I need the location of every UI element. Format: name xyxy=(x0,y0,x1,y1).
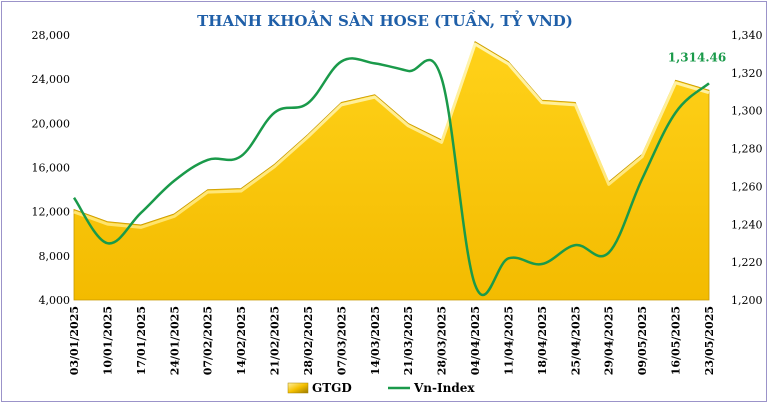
y-right-tick-label: 1,220 xyxy=(731,256,763,269)
x-tick-label: 29/04/2025 xyxy=(603,306,616,375)
x-tick-label: 09/05/2025 xyxy=(636,306,649,375)
chart-title: THANH KHOẢN SÀN HOSE (TUẦN, TỶ VND) xyxy=(197,10,573,30)
legend: GTGD Vn-Index xyxy=(288,381,475,395)
x-tick-label: 21/02/2025 xyxy=(269,306,282,375)
y-right-tick-label: 1,260 xyxy=(731,180,763,193)
x-tick-label: 28/02/2025 xyxy=(302,306,315,375)
x-tick-label: 17/01/2025 xyxy=(135,306,148,375)
x-tick-label: 07/03/2025 xyxy=(335,306,348,375)
x-tick-label: 28/03/2025 xyxy=(436,306,449,375)
y-right-tick-label: 1,320 xyxy=(731,67,763,80)
y-right-tick-label: 1,280 xyxy=(731,143,763,156)
x-tick-label: 10/01/2025 xyxy=(101,306,114,375)
y-left-axis: 4,000 8,000 12,000 16,000 20,000 24,000 28,000 xyxy=(32,29,71,307)
x-tick-label: 07/02/2025 xyxy=(202,306,215,375)
x-tick-label: 14/03/2025 xyxy=(369,306,382,375)
y-right-tick-label: 1,200 xyxy=(731,294,763,307)
y-left-tick-label: 4,000 xyxy=(39,294,71,307)
x-tick-label: 25/04/2025 xyxy=(569,306,582,375)
y-left-tick-label: 8,000 xyxy=(39,250,71,263)
x-tick-label: 23/05/2025 xyxy=(703,306,716,375)
legend-vn-index-label: Vn-Index xyxy=(413,381,475,395)
x-tick-label: 24/01/2025 xyxy=(168,306,181,375)
y-left-tick-label: 16,000 xyxy=(32,162,71,175)
legend-gtgd-swatch xyxy=(288,383,308,393)
last-value-label: 1,314.46 xyxy=(668,50,726,64)
gtgd-area xyxy=(74,42,709,300)
y-right-tick-label: 1,340 xyxy=(731,29,763,42)
y-left-tick-label: 28,000 xyxy=(32,29,71,42)
y-right-axis: 1,200 1,220 1,240 1,260 1,280 1,300 1,320 1,340 xyxy=(731,29,763,307)
y-left-tick-label: 12,000 xyxy=(32,206,71,219)
y-right-tick-label: 1,300 xyxy=(731,105,763,118)
y-left-tick-label: 20,000 xyxy=(32,117,71,130)
x-tick-label: 21/03/2025 xyxy=(402,306,415,375)
y-right-tick-label: 1,240 xyxy=(731,218,763,231)
x-tick-label: 04/04/2025 xyxy=(469,306,482,375)
x-tick-label: 16/05/2025 xyxy=(670,306,683,375)
x-tick-label: 14/02/2025 xyxy=(235,306,248,375)
legend-gtgd-label: GTGD xyxy=(312,381,352,395)
x-tick-label: 18/04/2025 xyxy=(536,306,549,375)
x-tick-label: 03/01/2025 xyxy=(68,306,81,375)
y-left-tick-label: 24,000 xyxy=(32,73,71,86)
gtgd-series xyxy=(74,42,709,300)
x-axis: 03/01/2025 10/01/2025 17/01/2025 24/01/2025… xyxy=(68,306,716,375)
x-tick-label: 11/04/2025 xyxy=(502,306,515,375)
